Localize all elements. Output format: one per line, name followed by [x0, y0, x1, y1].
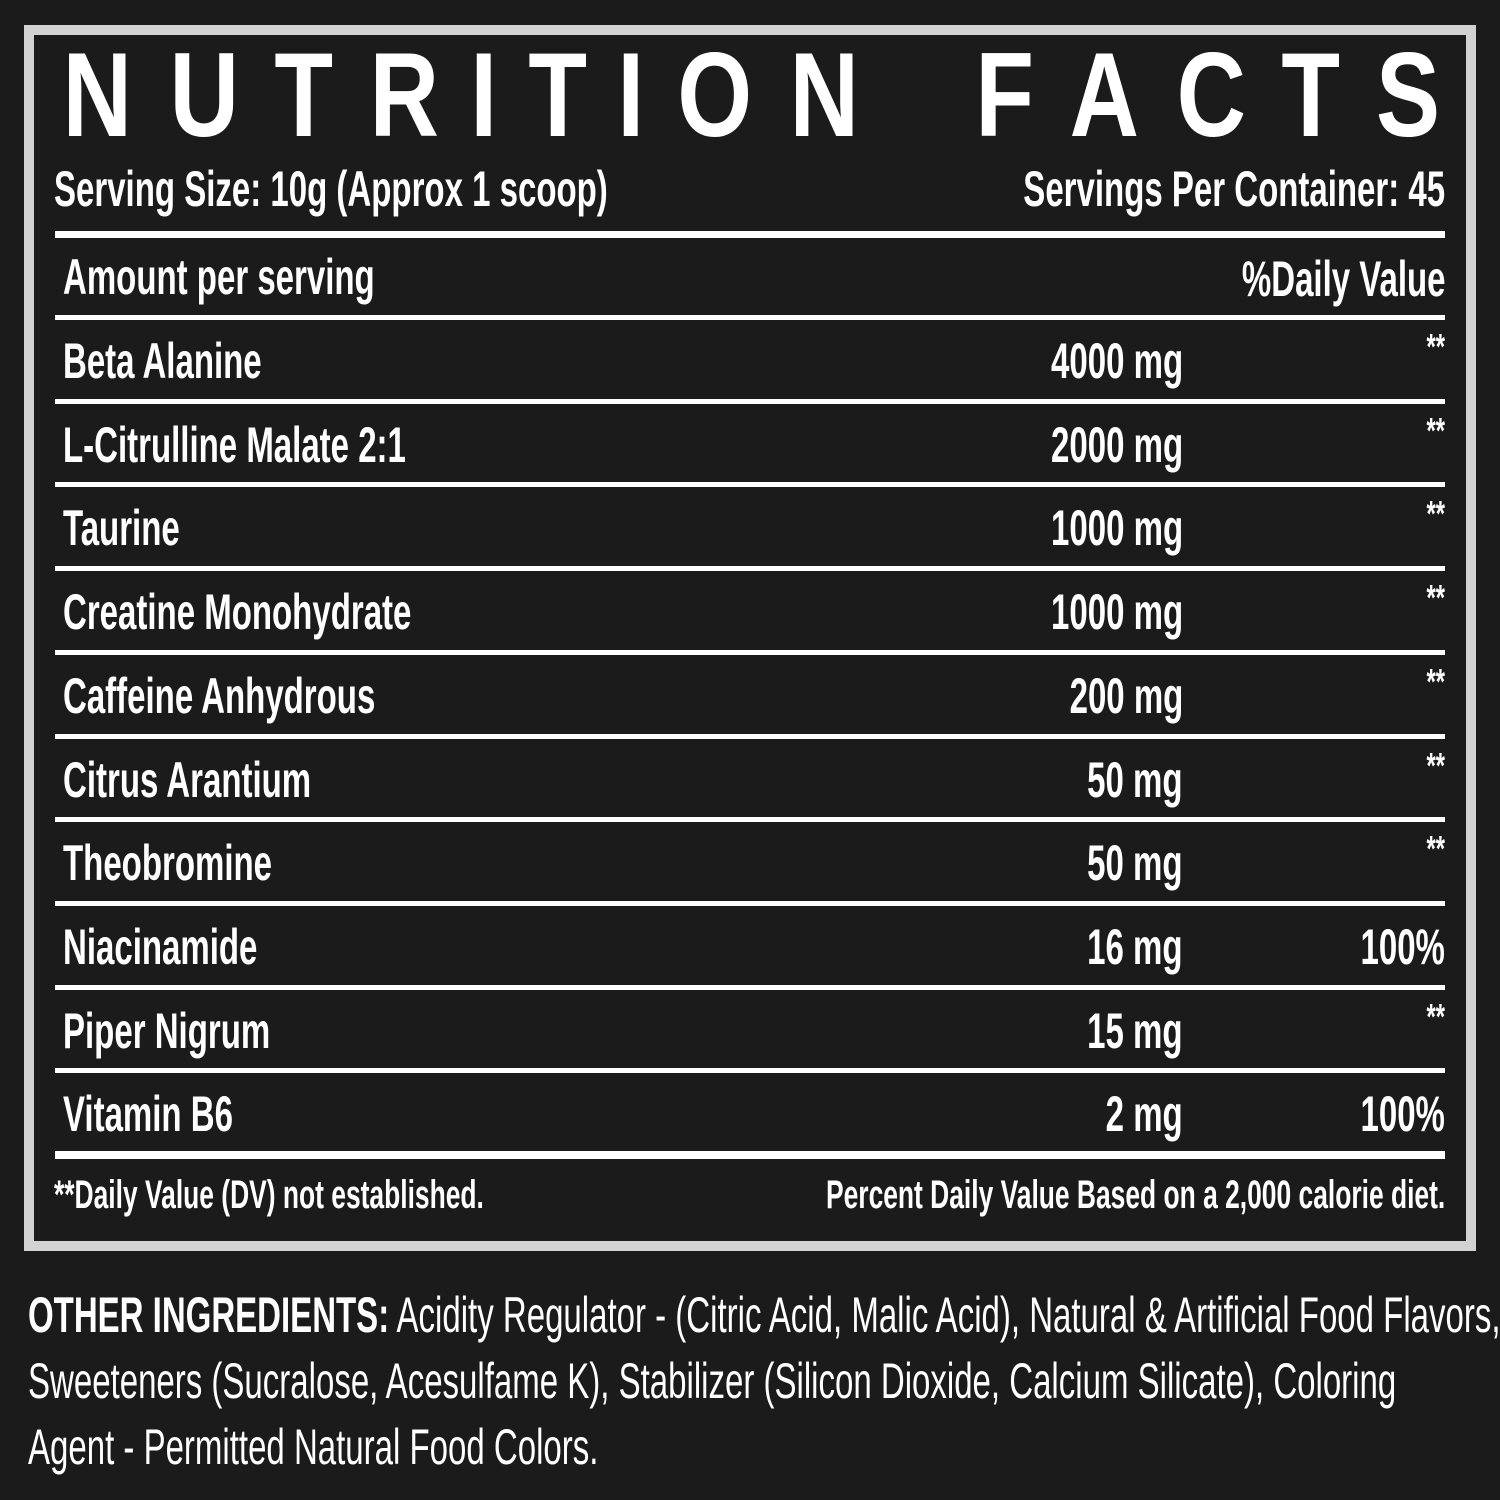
nutrient-amount: 2000 mg	[1050, 416, 1183, 473]
title-letter: T	[1281, 28, 1341, 162]
other-ingredients-line2: Sweeteners (Sucralose, Acesulfame K), St…	[28, 1353, 1397, 1409]
nutrient-row: Piper Nigrum 15 mg **	[55, 990, 1445, 1074]
row-divider	[55, 398, 1445, 404]
row-divider	[55, 482, 1445, 488]
footnote-dv-not-established: **Daily Value (DV) not established.	[54, 1173, 484, 1217]
nutrient-row: Niacinamide 16 mg 100%	[55, 906, 1445, 990]
row-divider	[55, 984, 1445, 990]
title-letter: F	[974, 28, 1034, 162]
title-letter: T	[528, 28, 587, 162]
amount-per-serving-label: Amount per serving	[63, 249, 375, 305]
other-ingredients: OTHER INGREDIENTS: Acidity Regulator - (…	[28, 1282, 1500, 1480]
title-letter: C	[1176, 28, 1246, 162]
title-letter: S	[1375, 28, 1440, 162]
other-ingredients-label: OTHER INGREDIENTS:	[28, 1287, 390, 1343]
title-letter: I	[470, 28, 498, 162]
row-divider	[55, 733, 1445, 739]
nutrient-name: Caffeine Anhydrous	[63, 667, 376, 724]
nutrient-row: Theobromine 50 mg **	[55, 822, 1445, 906]
title-letter: N	[62, 28, 133, 162]
footnote-calorie-diet: Percent Daily Value Based on a 2,000 cal…	[825, 1173, 1445, 1217]
nutrient-daily-value: **	[1426, 409, 1445, 451]
title-letter: I	[617, 28, 645, 162]
bottom-divider	[55, 1151, 1445, 1159]
nutrient-name: Taurine	[63, 500, 180, 557]
nutrient-amount: 15 mg	[1087, 1002, 1183, 1059]
nutrient-row: Caffeine Anhydrous 200 mg **	[55, 655, 1445, 739]
row-divider	[55, 566, 1445, 572]
nutrient-daily-value: **	[1426, 577, 1445, 619]
nutrient-name: Niacinamide	[63, 918, 258, 975]
daily-value-label: %Daily Value	[1241, 251, 1445, 307]
nutrient-row: Vitamin B6 2 mg 100%	[55, 1073, 1445, 1157]
title-letter: T	[274, 28, 334, 162]
other-ingredients-line3: Agent - Permitted Natural Food Colors.	[28, 1419, 599, 1475]
nutrient-row: Creatine Monohydrate 1000 mg **	[55, 571, 1445, 655]
nutrient-amount: 1000 mg	[1050, 500, 1183, 557]
nutrient-name: Theobromine	[63, 835, 273, 892]
nutrient-amount: 50 mg	[1087, 835, 1183, 892]
nutrient-name: Beta Alanine	[63, 333, 262, 389]
nutrient-row: L-Citrulline Malate 2:1 2000 mg **	[55, 404, 1445, 488]
nutrient-daily-value: **	[1426, 326, 1445, 367]
row-divider	[55, 649, 1445, 655]
nutrient-daily-value: **	[1426, 828, 1445, 870]
nutrient-daily-value: **	[1426, 493, 1445, 535]
divider	[55, 231, 1445, 238]
nutrient-amount: 50 mg	[1087, 751, 1183, 808]
row-divider	[55, 817, 1445, 823]
nutrient-row: Beta Alanine 4000 mg **	[55, 320, 1445, 404]
nutrient-daily-value: 100%	[1360, 1086, 1445, 1143]
nutrient-name: Citrus Arantium	[63, 751, 312, 808]
title-letter: U	[169, 28, 239, 162]
nutrition-facts-panel	[24, 25, 1476, 1251]
servings-per-container: Servings Per Container: 45	[1023, 161, 1445, 217]
nutrient-amount: 200 mg	[1069, 667, 1183, 724]
title-letter: A	[1069, 28, 1140, 162]
title-letter: R	[369, 28, 439, 162]
nutrient-row: Taurine 1000 mg **	[55, 487, 1445, 571]
nutrient-daily-value: **	[1426, 660, 1445, 702]
row-divider	[55, 900, 1445, 906]
row-divider	[55, 315, 1445, 320]
nutrient-row: Citrus Arantium 50 mg **	[55, 739, 1445, 823]
nutrient-amount: 2 mg	[1105, 1086, 1183, 1143]
nutrient-daily-value: **	[1426, 995, 1445, 1037]
title-letter: N	[789, 28, 859, 162]
nutrient-name: Piper Nigrum	[63, 1002, 271, 1059]
serving-size: Serving Size: 10g (Approx 1 scoop)	[54, 161, 608, 217]
nutrient-daily-value: **	[1426, 744, 1445, 786]
title-letter: O	[676, 28, 752, 162]
row-divider	[55, 1068, 1445, 1074]
nutrient-amount: 1000 mg	[1050, 584, 1183, 641]
nutrient-amount: 16 mg	[1087, 918, 1183, 975]
nutrient-daily-value: 100%	[1360, 918, 1445, 975]
nutrient-name: Creatine Monohydrate	[63, 584, 412, 641]
other-ingredients-line1: Acidity Regulator - (Citric Acid, Malic …	[389, 1287, 1500, 1343]
nutrient-name: Vitamin B6	[63, 1086, 233, 1143]
nutrient-amount: 4000 mg	[1050, 333, 1183, 389]
nutrient-name: L-Citrulline Malate 2:1	[63, 416, 406, 473]
